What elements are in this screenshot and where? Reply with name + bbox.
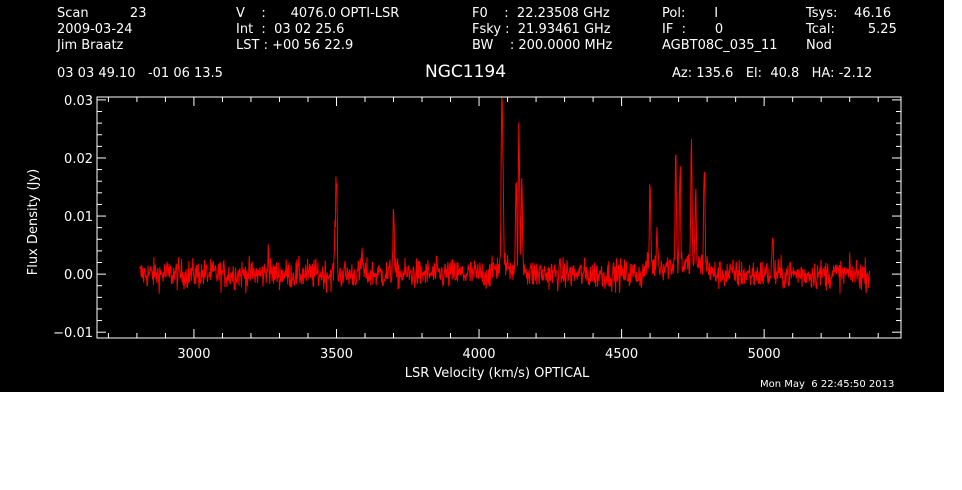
header-tcal: Tcal: 5.25 <box>806 22 897 37</box>
header-pol: Pol: I <box>662 6 719 21</box>
x-tick-label: 5000 <box>748 347 781 362</box>
header-mode: Nod <box>806 38 832 53</box>
header-if: IF : 0 <box>662 22 724 37</box>
x-axis-title: LSR Velocity (km/s) OPTICAL <box>405 366 590 381</box>
header-date: 2009-03-24 <box>57 22 133 37</box>
x-tick-label: 3500 <box>320 347 353 362</box>
x-tick-label: 4000 <box>462 347 495 362</box>
y-tick-label: −0.01 <box>53 326 93 341</box>
header-observer: Jim Braatz <box>57 38 124 53</box>
header-project: AGBT08C_035_11 <box>662 38 778 53</box>
plot-frame <box>96 96 902 339</box>
x-tick-label: 3000 <box>177 347 210 362</box>
plot-panel <box>0 0 944 392</box>
y-tick-label: 0.03 <box>64 94 93 109</box>
spectrum-line <box>139 96 871 294</box>
header-tsys: Tsys: 46.16 <box>806 6 892 21</box>
header-pointing: Az: 135.6 El: 40.8 HA: -2.12 <box>672 66 873 81</box>
x-tick-label: 4500 <box>605 347 638 362</box>
spectrum-chart: 3000 3500 4000 4500 5000 −0.01 0.00 0.01 0.02 0.0… <box>26 94 902 381</box>
header-velocity: V : 4076.0 OPTI-LSR <box>236 6 400 21</box>
axis-tick-labels: 3000 3500 4000 4500 5000 −0.01 0.00 0.01 0.02 0.0… <box>53 94 781 362</box>
header-f0: F0 : 22.23508 GHz <box>472 6 610 21</box>
header-coordinates: 03 03 49.10 -01 06 13.5 <box>57 66 223 81</box>
plot-timestamp: Mon May 6 22:45:50 2013 <box>760 379 895 390</box>
header-integration: Int : 03 02 25.6 <box>236 22 345 37</box>
header-lst: LST : +00 56 22.9 <box>236 38 354 53</box>
y-tick-label: 0.02 <box>64 152 93 167</box>
source-title: NGC1194 <box>425 62 507 82</box>
header-bw: BW : 200.0000 MHz <box>472 38 613 53</box>
y-axis-title: Flux Density (Jy) <box>26 169 41 275</box>
header-fsky: Fsky : 21.93461 GHz <box>472 22 611 37</box>
y-tick-label: 0.01 <box>64 210 93 225</box>
axis-ticks <box>97 97 901 338</box>
spectrum-trace-group <box>139 96 871 294</box>
y-tick-label: 0.00 <box>64 268 93 283</box>
header-scan: Scan 23 <box>57 6 147 21</box>
